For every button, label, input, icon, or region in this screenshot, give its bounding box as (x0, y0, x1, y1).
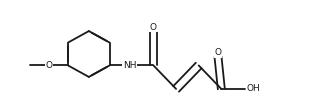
Text: O: O (45, 61, 52, 70)
Text: O: O (150, 23, 157, 32)
Text: NH: NH (123, 61, 136, 70)
Text: OH: OH (246, 84, 260, 93)
Text: O: O (214, 48, 221, 57)
